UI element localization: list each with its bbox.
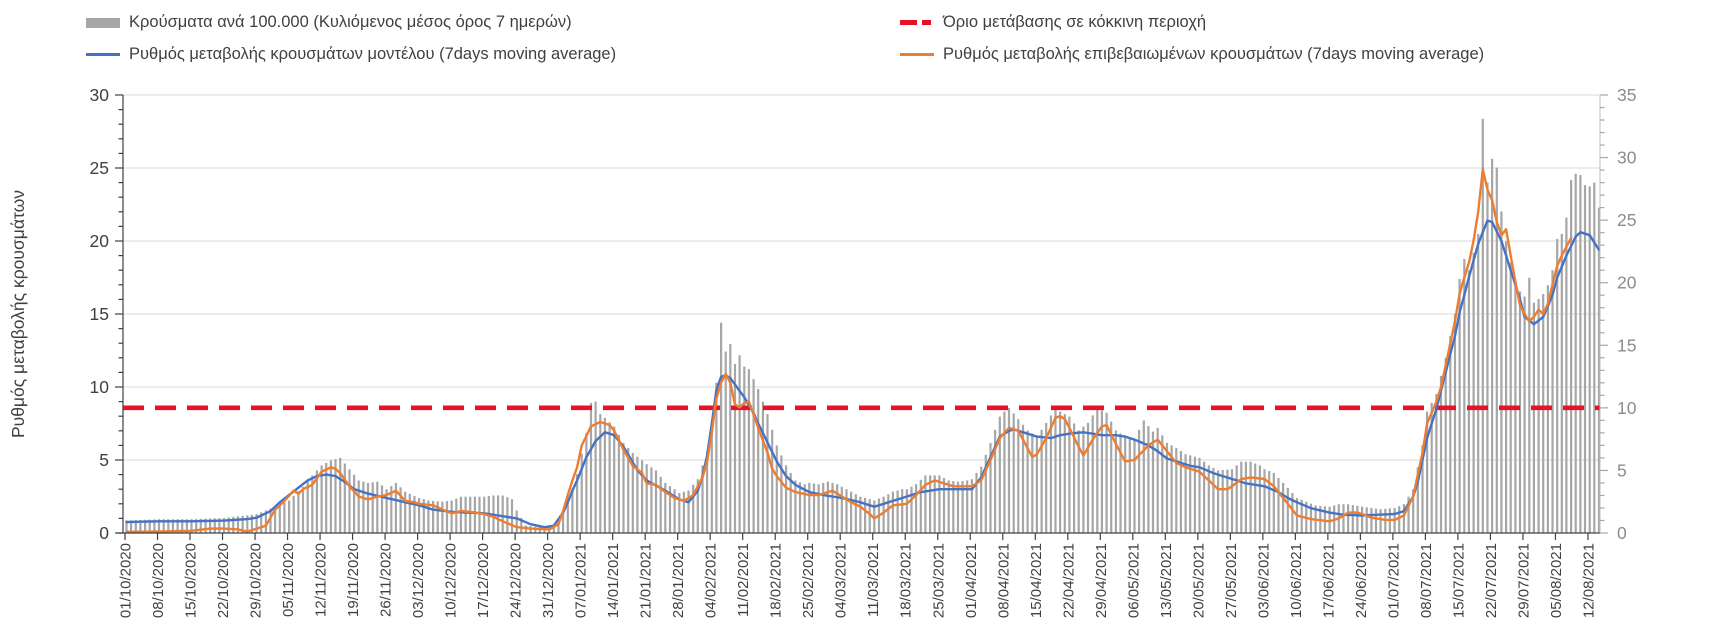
right-axis-tick-label: 35 (1617, 85, 1636, 105)
x-axis-date-label: 24/06/2021 (1353, 543, 1370, 618)
x-axis-date-label: 03/06/2021 (1255, 543, 1272, 618)
x-axis-date-label: 12/11/2020 (313, 543, 330, 617)
x-axis-date-label: 01/04/2021 (963, 543, 980, 618)
left-axis-tick-label: 0 (99, 523, 109, 543)
x-axis-date-label: 22/07/2021 (1483, 543, 1500, 618)
x-axis-date-label: 20/05/2021 (1190, 543, 1207, 618)
x-axis-date-label: 10/06/2021 (1288, 543, 1305, 618)
legend-label-cases-bars: Κρούσματα ανά 100.000 (Κυλιόμενος μέσος … (129, 13, 572, 31)
gridlines (123, 94, 1600, 461)
x-axis-date-label: 24/12/2020 (508, 543, 525, 618)
left-axis-tick-label: 15 (90, 304, 109, 324)
left-axis-tick-label: 25 (90, 158, 109, 178)
x-axis-date-label: 07/01/2021 (573, 543, 590, 618)
bar-series-swatch-icon (86, 17, 120, 28)
x-axis-date-label: 04/03/2021 (833, 543, 850, 618)
x-axis-date-label: 15/07/2021 (1450, 543, 1467, 618)
right-axis-ticks: 0 5 10 15 20 25 30 35 (1600, 85, 1637, 543)
legend-label-model-line: Ρυθμός μεταβολής κρουσμάτων μοντέλου (7d… (129, 45, 617, 63)
x-axis-date-label: 31/12/2020 (540, 543, 557, 618)
x-axis-date-label: 25/03/2021 (930, 543, 947, 618)
bar-series-cases (125, 118, 1601, 534)
legend-label-confirmed-line: Ρυθμός μεταβολής επιβεβαιωμένων κρουσμάτ… (943, 45, 1485, 63)
x-axis-ticks: 01/10/2020 08/10/2020 15/10/2020 22/10/2020… (118, 533, 1597, 618)
x-axis-date-label: 27/05/2021 (1223, 543, 1240, 618)
legend-item-cases-bars: Κρούσματα ανά 100.000 (Κυλιόμενος μέσος … (86, 13, 572, 32)
x-axis-date-label: 19/11/2020 (345, 543, 362, 617)
x-axis-date-label: 15/10/2020 (183, 543, 200, 618)
x-axis-date-label: 12/08/2021 (1580, 543, 1597, 618)
x-axis-date-label: 11/02/2021 (735, 543, 752, 617)
legend-item-threshold: Όριο μετάβασης σε κόκκινη περιοχή (900, 13, 1206, 32)
left-axis-tick-label: 30 (90, 85, 110, 105)
legend-item-model-line: Ρυθμός μεταβολής κρουσμάτων μοντέλου (7d… (86, 45, 616, 64)
x-axis-date-label: 08/10/2020 (150, 543, 167, 618)
x-axis-date-label: 15/04/2021 (1028, 543, 1045, 618)
x-axis-date-label: 22/04/2021 (1060, 543, 1077, 618)
x-axis-date-label: 13/05/2021 (1158, 543, 1175, 618)
right-axis-tick-label: 10 (1617, 398, 1637, 418)
right-axis-tick-label: 20 (1617, 273, 1637, 293)
x-axis-date-label: 29/07/2021 (1515, 543, 1532, 618)
x-axis-date-label: 05/08/2021 (1548, 543, 1565, 618)
x-axis-date-label: 11/03/2021 (865, 543, 882, 617)
x-axis-date-label: 01/10/2020 (118, 543, 135, 618)
x-axis-date-label: 06/05/2021 (1125, 543, 1142, 618)
model-rate-line (125, 219, 1601, 529)
x-axis-date-label: 25/02/2021 (800, 543, 817, 618)
x-axis-date-label: 14/01/2021 (605, 543, 622, 618)
x-axis-date-label: 08/07/2021 (1418, 543, 1435, 618)
x-axis-date-label: 29/04/2021 (1093, 543, 1110, 618)
x-axis-date-label: 26/11/2020 (378, 543, 395, 617)
left-axis-tick-label: 10 (90, 377, 110, 397)
confirmed-rate-line (125, 168, 1573, 533)
left-axis-title: Ρυθμός μεταβολής κρουσμάτων (8, 190, 28, 438)
threshold-dash-swatch-icon (900, 20, 934, 25)
right-axis-tick-label: 0 (1617, 523, 1627, 543)
left-axis-ticks: 0 5 10 15 20 25 30 (90, 85, 123, 543)
x-axis-date-label: 18/02/2021 (768, 543, 785, 618)
x-axis-date-label: 29/10/2020 (248, 543, 265, 618)
x-axis-date-label: 08/04/2021 (995, 543, 1012, 618)
x-axis-date-label: 18/03/2021 (898, 543, 915, 618)
x-axis-date-label: 01/07/2021 (1385, 543, 1402, 618)
x-axis-date-label: 28/01/2021 (670, 543, 687, 618)
x-axis-date-label: 04/02/2021 (703, 543, 720, 618)
confirmed-line-swatch-icon (900, 53, 934, 56)
left-axis-tick-label: 20 (90, 231, 110, 251)
legend-item-confirmed-line: Ρυθμός μεταβολής επιβεβαιωμένων κρουσμάτ… (900, 45, 1484, 64)
x-axis-date-label: 17/06/2021 (1320, 543, 1337, 618)
x-axis-date-label: 17/12/2020 (475, 543, 492, 618)
left-axis-tick-label: 5 (99, 450, 109, 470)
right-axis-tick-label: 15 (1617, 335, 1636, 355)
model-line-swatch-icon (86, 53, 120, 56)
x-axis-date-label: 21/01/2021 (638, 543, 655, 618)
x-axis-date-label: 10/12/2020 (443, 543, 460, 618)
legend-label-threshold: Όριο μετάβασης σε κόκκινη περιοχή (943, 13, 1207, 31)
x-axis-date-label: 22/10/2020 (215, 543, 232, 618)
right-axis-tick-label: 25 (1617, 210, 1636, 230)
right-axis-tick-label: 30 (1617, 148, 1637, 168)
x-axis-date-label: 03/12/2020 (410, 543, 427, 618)
right-axis-tick-label: 5 (1617, 460, 1627, 480)
x-axis-date-label: 05/11/2020 (280, 543, 297, 617)
